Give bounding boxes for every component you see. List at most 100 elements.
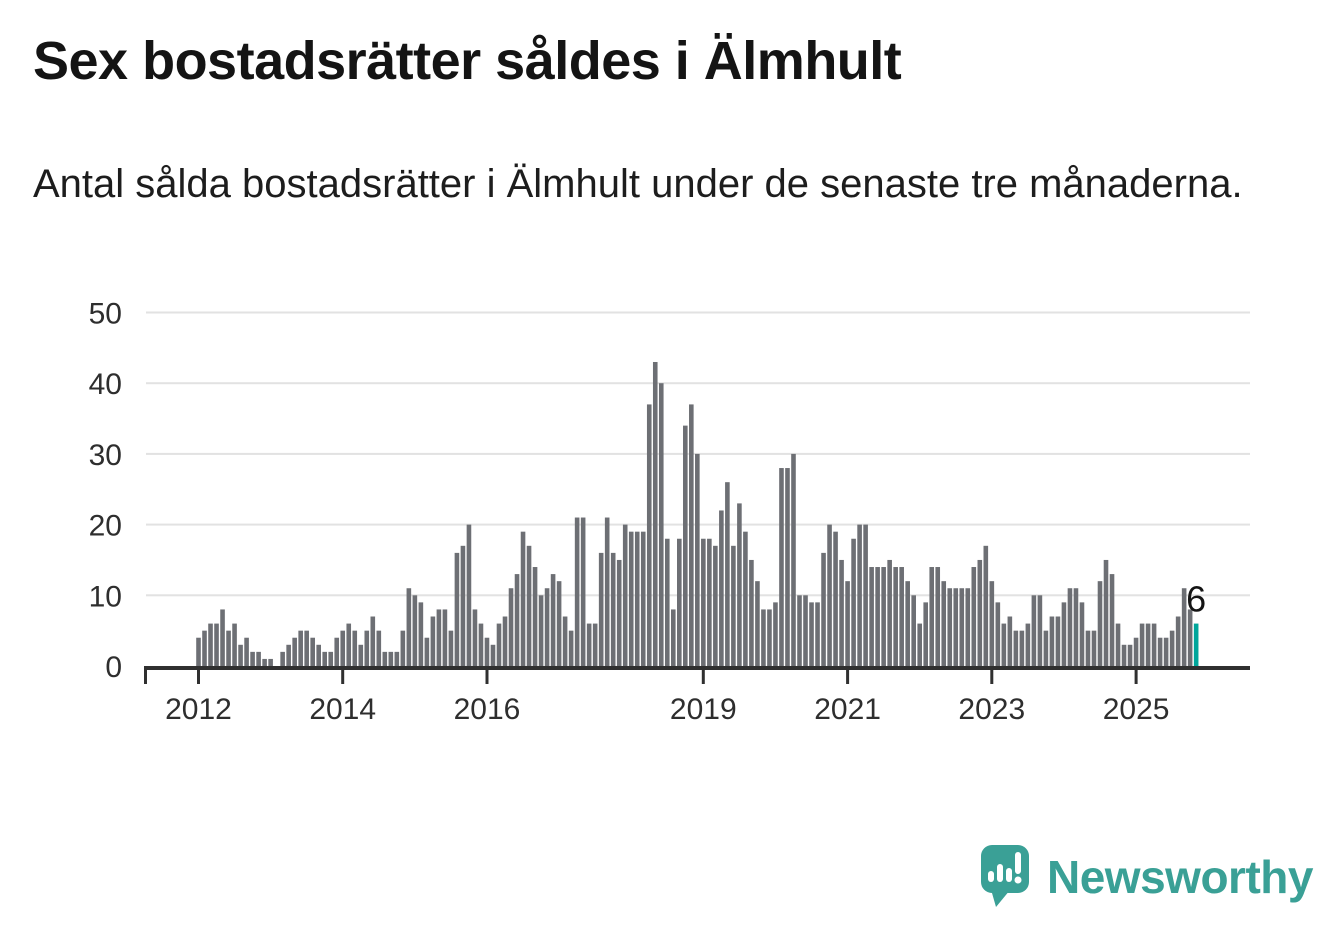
- x-axis-line: [144, 666, 1250, 670]
- bar: [839, 559, 844, 666]
- bar: [1151, 623, 1157, 666]
- bar: [1085, 630, 1091, 666]
- bar: [610, 552, 616, 666]
- bar: [208, 623, 213, 666]
- x-axis-ticks: [144, 666, 1138, 684]
- bar: [364, 630, 370, 666]
- x-tick-label: 2016: [454, 693, 521, 726]
- bar: [905, 581, 910, 666]
- bar: [1037, 595, 1043, 666]
- bar: [520, 531, 526, 666]
- bar: [941, 581, 947, 666]
- brand-wordmark: Newsworthy: [1047, 851, 1313, 903]
- bar: [857, 524, 862, 666]
- bar: [1079, 602, 1085, 666]
- bar: [887, 559, 892, 666]
- bar: [1115, 623, 1121, 666]
- bar: [382, 651, 388, 666]
- bar: [490, 644, 496, 666]
- bar: [797, 595, 802, 666]
- bar: [304, 630, 309, 666]
- bar: [352, 630, 358, 666]
- x-tick-label: 2019: [670, 693, 737, 726]
- bar: [286, 644, 291, 666]
- y-axis-labels: 0 10 20 30 40 50: [89, 298, 122, 685]
- bar: [262, 658, 267, 666]
- bar: [827, 524, 832, 666]
- bar: [310, 637, 315, 666]
- bar: [316, 644, 321, 666]
- bar: [743, 531, 748, 666]
- bar: [202, 630, 207, 666]
- bar: [442, 609, 448, 666]
- bar: [418, 602, 424, 666]
- x-tick-label: 2014: [309, 693, 376, 726]
- bar: [472, 609, 478, 666]
- bar: [983, 545, 989, 666]
- bar: [328, 651, 334, 666]
- y-tick-label: 10: [89, 580, 122, 613]
- y-tick-label: 50: [89, 298, 122, 331]
- y-tick-label: 0: [105, 651, 122, 684]
- bar: [1175, 616, 1181, 666]
- bar: [658, 383, 664, 666]
- bar: [640, 531, 646, 666]
- bar: [881, 567, 886, 666]
- bar: [622, 524, 628, 666]
- bar: [406, 588, 412, 666]
- bar: [989, 581, 995, 666]
- bar: [1127, 644, 1133, 666]
- x-tick-label: 2025: [1103, 693, 1170, 726]
- y-tick-label: 30: [89, 439, 122, 472]
- bar: [1031, 595, 1037, 666]
- bar: [1043, 630, 1049, 666]
- bar: [785, 468, 790, 666]
- bar: [815, 602, 820, 666]
- bar: [340, 630, 346, 666]
- bar: [1067, 588, 1073, 666]
- bar: [580, 517, 586, 666]
- bar: [917, 623, 922, 666]
- bar: [1091, 630, 1097, 666]
- x-axis-labels: 2012 2014 2016 2019 2021 2023 2025: [165, 693, 1169, 726]
- bar: [244, 637, 249, 666]
- bar: [634, 531, 640, 666]
- bar: [1181, 588, 1187, 666]
- bar: [725, 482, 730, 666]
- chart-subtitle: Antal sålda bostadsrätter i Älmhult unde…: [33, 162, 1243, 206]
- bar: [845, 581, 850, 666]
- bar: [1157, 637, 1163, 666]
- bar: [1007, 616, 1013, 666]
- bar: [256, 651, 261, 666]
- bar: [394, 651, 400, 666]
- bar: [875, 567, 880, 666]
- bar: [526, 545, 532, 666]
- bar: [893, 567, 898, 666]
- bar: [568, 630, 574, 666]
- bar: [436, 609, 442, 666]
- highlight-value-label: 6: [1186, 579, 1206, 620]
- bar: [935, 567, 941, 666]
- bar: [238, 644, 243, 666]
- bar: [749, 559, 754, 666]
- bar: [1019, 630, 1025, 666]
- bar: [737, 503, 742, 666]
- bar: [821, 552, 826, 666]
- bar: [670, 609, 676, 666]
- newsworthy-logo-icon: [981, 845, 1029, 907]
- bar: [496, 623, 502, 666]
- bar: [430, 616, 436, 666]
- bar: [1103, 559, 1109, 666]
- bar: [214, 623, 219, 666]
- bars: [196, 361, 1199, 666]
- bar: [220, 609, 225, 666]
- bar: [454, 552, 460, 666]
- bar: [376, 630, 382, 666]
- bar: [707, 538, 712, 666]
- bar: [923, 602, 929, 666]
- bar: [755, 581, 760, 666]
- bar: [863, 524, 868, 666]
- bar: [929, 567, 935, 666]
